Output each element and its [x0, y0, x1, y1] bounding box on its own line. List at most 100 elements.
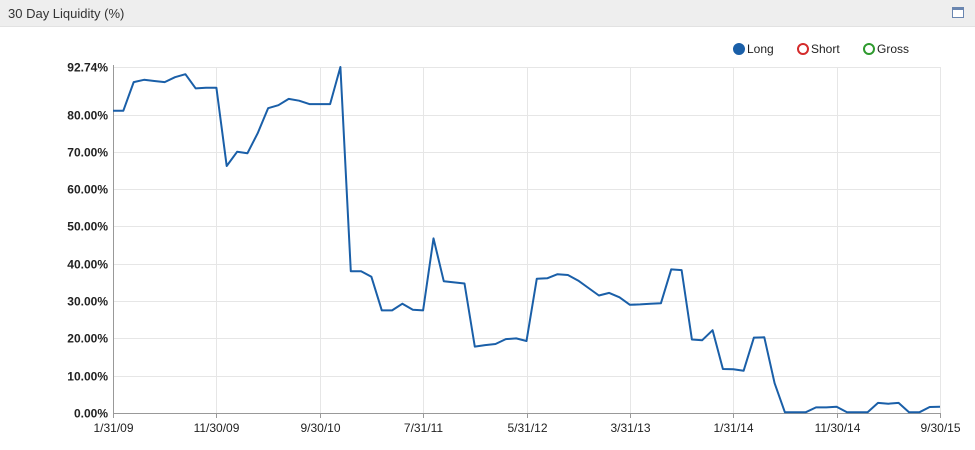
data-point-long — [535, 277, 539, 281]
data-point-long — [824, 405, 828, 409]
x-tick-label: 5/31/12 — [507, 421, 547, 435]
data-point-long — [752, 336, 756, 340]
data-point-long — [297, 99, 301, 103]
data-point-long — [907, 410, 911, 414]
data-point-long — [545, 276, 549, 280]
data-point-long — [349, 269, 353, 273]
legend-marker-long — [733, 43, 745, 55]
data-point-long — [421, 308, 425, 312]
data-point-long — [700, 338, 704, 342]
data-point-long — [597, 294, 601, 298]
y-tick-label: 40.00% — [67, 258, 108, 272]
data-point-long — [194, 86, 198, 90]
data-point-long — [318, 102, 322, 106]
data-point-long — [390, 308, 394, 312]
y-tick-label: 60.00% — [67, 183, 108, 197]
data-point-long — [204, 86, 208, 90]
data-point-long — [338, 65, 342, 69]
data-point-long — [225, 164, 229, 168]
data-point-long — [514, 336, 518, 340]
panel-title: 30 Day Liquidity (%) — [8, 6, 125, 21]
data-point-long — [183, 72, 187, 76]
data-point-long — [587, 286, 591, 290]
panel-header: 30 Day Liquidity (%) — [0, 0, 975, 27]
y-tick-label: 10.00% — [67, 370, 108, 384]
window-maximize-icon[interactable] — [952, 7, 964, 18]
data-point-long — [163, 80, 167, 84]
data-point-long — [607, 291, 611, 295]
y-tick-label: 50.00% — [67, 220, 108, 234]
data-point-long — [659, 301, 663, 305]
x-tick-label: 7/31/11 — [404, 421, 443, 435]
y-tick-label: 0.00% — [74, 407, 108, 421]
x-tick-label: 3/31/13 — [610, 421, 650, 435]
data-point-long — [711, 328, 715, 332]
data-point-long — [731, 367, 735, 371]
data-point-long — [266, 106, 270, 110]
data-point-long — [380, 308, 384, 312]
legend-item-gross[interactable]: Gross — [863, 42, 909, 56]
data-point-long — [245, 151, 249, 155]
x-tick-label: 1/31/14 — [713, 421, 753, 435]
legend-label-gross: Gross — [877, 42, 910, 56]
data-point-long — [121, 109, 125, 113]
data-point-long — [917, 410, 921, 414]
data-point-long — [473, 345, 477, 349]
data-point-long — [866, 410, 870, 414]
x-tick-label: 9/30/15 — [920, 421, 960, 435]
data-point-long — [669, 267, 673, 271]
data-point-long — [432, 236, 436, 240]
x-tick-label: 9/30/10 — [300, 421, 340, 435]
data-point-long — [928, 405, 932, 409]
axis-layer — [113, 65, 941, 418]
data-point-long — [876, 401, 880, 405]
legend-item-short[interactable]: Short — [797, 42, 840, 56]
data-point-long — [307, 102, 311, 106]
data-point-long — [276, 103, 280, 107]
legend-item-long[interactable]: Long — [733, 42, 774, 56]
data-point-long — [256, 131, 260, 135]
data-point-long — [783, 410, 787, 414]
data-point-long — [845, 410, 849, 414]
data-point-long — [762, 335, 766, 339]
data-point-long — [359, 269, 363, 273]
data-point-long — [369, 275, 373, 279]
data-point-long — [411, 308, 415, 312]
data-point-long — [556, 272, 560, 276]
data-point-long — [618, 295, 622, 299]
data-point-long — [525, 339, 529, 343]
data-point-long — [897, 401, 901, 405]
y-tick-label: 92.74% — [67, 61, 108, 75]
data-point-long — [773, 381, 777, 385]
y-tick-label: 30.00% — [67, 295, 108, 309]
data-point-long — [452, 280, 456, 284]
data-point-long — [804, 410, 808, 414]
data-point-long — [132, 80, 136, 84]
data-point-long — [566, 273, 570, 277]
data-point-long — [463, 282, 467, 286]
label-layer: 92.74% 80.00% 70.00% 60.00% 50.00% 40.00% 30.0… — [67, 61, 961, 436]
data-point-long — [173, 75, 177, 79]
data-point-long — [628, 303, 632, 307]
series-line-long — [113, 66, 941, 414]
data-point-long — [504, 337, 508, 341]
data-point-long — [142, 78, 146, 82]
data-point-long — [690, 338, 694, 342]
legend-label-long: Long — [747, 42, 774, 56]
y-tick-label: 70.00% — [67, 146, 108, 160]
data-point-long — [835, 405, 839, 409]
data-point-long — [721, 367, 725, 371]
data-point-long — [235, 150, 239, 154]
x-tick-label: 11/30/14 — [815, 421, 861, 435]
legend-marker-short — [797, 43, 809, 55]
y-tick-label: 80.00% — [67, 109, 108, 123]
data-point-long — [814, 405, 818, 409]
data-point-long — [793, 410, 797, 414]
data-point-long — [742, 369, 746, 373]
data-point-long — [886, 402, 890, 406]
data-point-long — [649, 302, 653, 306]
data-point-long — [287, 97, 291, 101]
series-layer — [113, 65, 941, 414]
